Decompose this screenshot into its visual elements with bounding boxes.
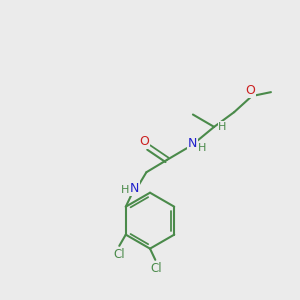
Text: H: H [121,185,129,195]
Text: Cl: Cl [113,248,125,261]
Text: H: H [218,122,226,132]
Text: N: N [188,137,197,151]
Text: N: N [130,182,139,195]
Text: Cl: Cl [151,262,162,275]
Text: O: O [140,135,149,148]
Text: O: O [245,85,255,98]
Text: H: H [198,143,206,153]
